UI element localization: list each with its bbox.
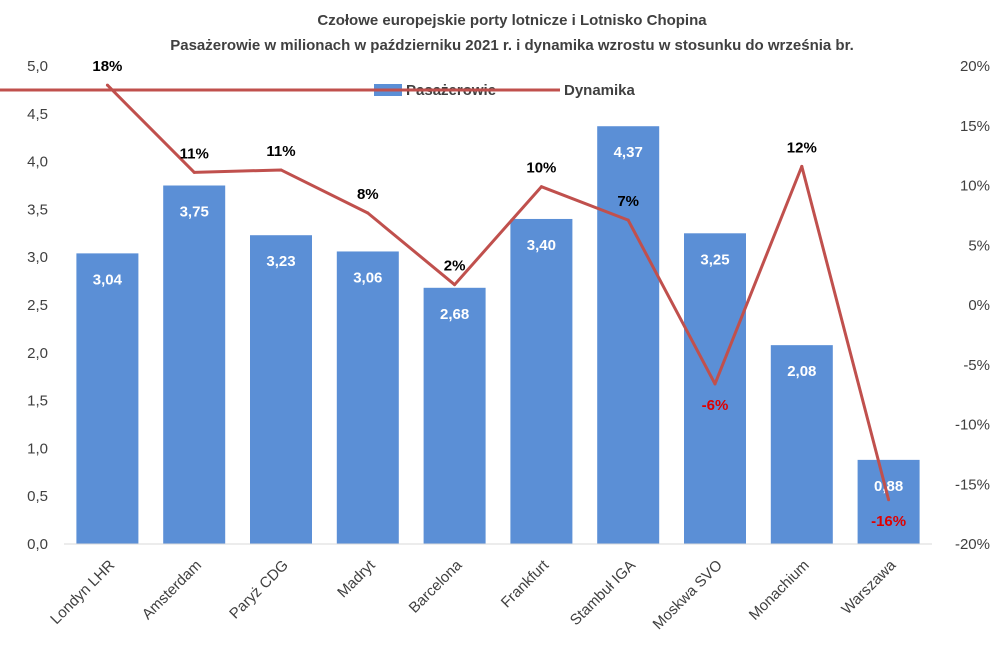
bar-value-label: 3,23 [266,253,295,270]
line-value-label: 11% [180,145,209,162]
right-tick-label: -10% [955,417,990,434]
left-tick-label: 4,5 [27,106,48,123]
left-tick-label: 1,5 [27,393,48,410]
line-point [105,83,109,87]
bars [76,126,920,545]
bar [76,253,139,544]
bar [336,251,399,545]
left-tick-label: 0,5 [27,488,48,505]
bar-value-label: 3,04 [93,271,123,288]
left-tick-label: 3,0 [27,249,48,266]
line-point [713,382,717,386]
dynamika-line [106,84,891,501]
legend-label-line: Dynamika [564,82,636,99]
bar [250,235,312,544]
bar-labels: 3,04 3,75 3,23 3,06 2,68 3,40 4,37 3,25 2,08 0,88 [93,144,903,495]
right-tick-label: -15% [955,476,990,493]
chart-title-line1: Czołowe europejskie porty lotnicze i Lot… [317,12,707,29]
right-tick-label: 15% [960,118,990,135]
left-tick-label: 1,0 [27,440,48,457]
x-axis: Londyn LHR Amsterdam Paryż CDG Madryt Barcel… [47,543,932,633]
line-value-label: 12% [787,139,817,156]
bar-value-label: 3,06 [353,269,382,286]
line-value-label: 2% [444,258,466,275]
line-point [800,164,804,168]
category-label: Moskwa SVO [650,557,726,633]
category-label: Monachium [746,557,813,624]
line-value-label: 7% [617,193,639,210]
left-tick-label: 2,5 [27,297,48,314]
right-tick-label: 0% [968,297,990,314]
left-tick-label: 5,0 [27,58,48,75]
bar [597,126,660,544]
right-axis: -20% -15% -10% -5% 0% 5% 10% 15% 20% [955,58,990,553]
bar-value-label: 2,68 [440,306,469,323]
left-tick-label: 3,5 [27,201,48,218]
line-value-label: 8% [357,186,379,203]
bar-value-label: 3,40 [527,237,556,254]
right-tick-label: 20% [960,58,990,75]
bar [684,233,746,545]
line-value-label: 10% [526,160,556,177]
category-label: Warszawa [838,556,900,618]
bar [857,459,920,544]
line-value-label: -6% [702,397,729,414]
bar [510,218,573,544]
category-label: Londyn LHR [47,557,118,628]
line-point [626,218,630,222]
line-value-label: -16% [871,513,906,530]
bar-value-label: 3,25 [700,251,729,268]
right-tick-label: 10% [960,178,990,195]
left-tick-label: 0,0 [27,536,48,553]
line-series [105,83,891,502]
line-point [539,185,543,189]
left-tick-label: 4,0 [27,154,48,171]
line-labels: 18% 11% 11% 8% 2% 10% 7% -6% 12% -16% [92,58,906,530]
category-label: Paryż CDG [226,557,292,623]
category-label: Frankfurt [498,556,553,611]
bar-value-label: 4,37 [614,144,643,161]
left-tick-label: 2,0 [27,345,48,362]
line-point [366,211,370,215]
right-tick-label: -20% [955,536,990,553]
line-point [279,168,283,172]
bar-value-label: 3,75 [180,204,209,221]
category-label: Madryt [334,556,379,601]
line-point [192,170,196,174]
category-label: Stambuł IGA [567,557,639,629]
right-tick-label: 5% [968,237,990,254]
bar-value-label: 0,88 [874,478,903,495]
category-label: Amsterdam [139,557,205,623]
line-point [453,283,457,287]
bar-value-label: 2,08 [787,363,816,380]
legend: Pasażerowie Dynamika [0,82,636,99]
line-point [887,498,891,502]
category-label: Barcelona [406,556,466,616]
line-value-label: 11% [266,143,295,160]
bar [163,185,226,544]
right-tick-label: -5% [963,357,990,374]
line-value-label: 18% [92,58,122,75]
left-axis: 0,0 0,5 1,0 1,5 2,0 2,5 3,0 3,5 4,0 4,5 5,0 [27,58,48,553]
bar [423,287,486,544]
bar [770,345,833,544]
chart-title-line2: Pasażerowie w milionach w październiku 2… [170,37,854,54]
